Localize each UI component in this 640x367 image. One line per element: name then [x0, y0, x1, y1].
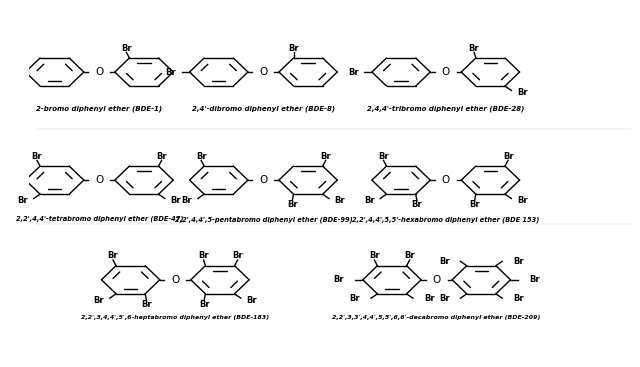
Text: 2,2',4,4',5-pentabromo diphenyl ether (BDE-99): 2,2',4,4',5-pentabromo diphenyl ether (B… [175, 216, 352, 222]
Text: Br: Br [513, 257, 524, 266]
Text: Br: Br [468, 44, 479, 53]
Text: O: O [171, 275, 179, 285]
Text: Br: Br [246, 296, 257, 305]
Text: O: O [433, 275, 441, 285]
Text: 2,2',4,4'-tetrabromo diphenyl ether (BDE-47): 2,2',4,4'-tetrabromo diphenyl ether (BDE… [15, 215, 183, 222]
Text: Br: Br [199, 299, 209, 309]
Text: Br: Br [32, 152, 42, 161]
Text: Br: Br [17, 196, 28, 206]
Text: Br: Br [378, 152, 388, 161]
Text: Br: Br [513, 294, 524, 303]
Text: 2,2',4,4',5,5'-hexabromo diphenyl ether (BDE 153): 2,2',4,4',5,5'-hexabromo diphenyl ether … [352, 216, 540, 222]
Text: O: O [95, 175, 104, 185]
Text: Br: Br [321, 152, 331, 161]
Text: Br: Br [424, 294, 435, 303]
Text: O: O [442, 67, 450, 77]
Text: Br: Br [93, 296, 104, 305]
Text: Br: Br [198, 251, 209, 261]
Text: O: O [442, 175, 450, 185]
Text: O: O [259, 175, 268, 185]
Text: Br: Br [517, 196, 527, 206]
Text: 2,2',3,4,4',5',6-heptabromo diphenyl ether (BDE-183): 2,2',3,4,4',5',6-heptabromo diphenyl eth… [81, 315, 269, 320]
Text: Br: Br [165, 68, 176, 77]
Text: 2,2',3,3',4,4',5,5',6,6'-decabromo diphenyl ether (BDE-209): 2,2',3,3',4,4',5,5',6,6'-decabromo diphe… [332, 315, 541, 320]
Text: Br: Br [529, 275, 540, 284]
Text: Br: Br [287, 200, 298, 209]
Text: Br: Br [439, 257, 449, 266]
Text: O: O [95, 67, 104, 77]
Text: Br: Br [517, 88, 527, 97]
Text: Br: Br [412, 200, 422, 209]
Text: Br: Br [141, 299, 152, 309]
Text: Br: Br [439, 294, 449, 303]
Text: 2,4'-dibromo diphenyl ether (BDE-8): 2,4'-dibromo diphenyl ether (BDE-8) [192, 106, 335, 112]
Text: 2-bromo diphenyl ether (BDE-1): 2-bromo diphenyl ether (BDE-1) [36, 106, 163, 112]
Text: Br: Br [182, 196, 192, 206]
Text: Br: Br [503, 152, 513, 161]
Text: Br: Br [335, 196, 345, 206]
Text: Br: Br [196, 152, 207, 161]
Text: Br: Br [369, 251, 380, 261]
Text: Br: Br [156, 152, 167, 161]
Text: 2,4,4'-tribromo diphenyl ether (BDE-28): 2,4,4'-tribromo diphenyl ether (BDE-28) [367, 106, 524, 112]
Text: Br: Br [232, 251, 243, 261]
Text: Br: Br [404, 251, 415, 261]
Text: Br: Br [108, 251, 118, 261]
Text: Br: Br [170, 196, 181, 206]
Text: Br: Br [364, 196, 374, 206]
Text: Br: Br [333, 275, 344, 284]
Text: Br: Br [349, 294, 360, 303]
Text: Br: Br [469, 200, 480, 209]
Text: Br: Br [348, 68, 358, 77]
Text: Br: Br [121, 44, 132, 53]
Text: O: O [259, 67, 268, 77]
Text: Br: Br [288, 44, 299, 53]
